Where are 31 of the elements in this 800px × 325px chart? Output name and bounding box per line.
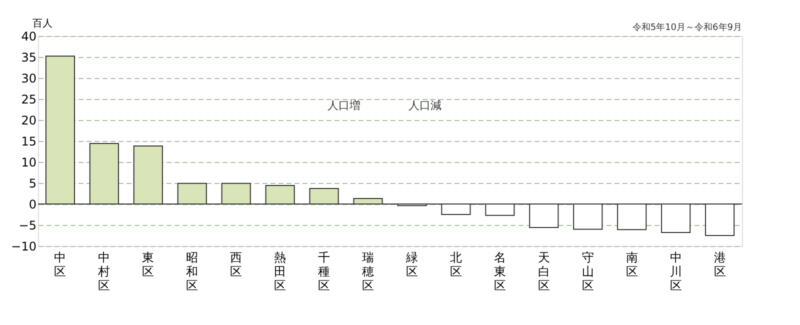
y-tick-label: 5 (28, 176, 36, 190)
x-tick-label: 昭和区 (186, 250, 198, 292)
annotation: 人口減 (408, 99, 442, 112)
x-tick-label: 東区 (142, 250, 154, 278)
y-tick-label: −5 (18, 218, 36, 232)
y-tick-label: 40 (21, 30, 36, 44)
x-tick-label: 緑区 (404, 250, 418, 278)
y-tick-label: 25 (21, 92, 36, 106)
x-tick-label: 名東区 (494, 250, 506, 292)
y-tick-label: 0 (28, 198, 36, 212)
x-tick-label: 瑞穂区 (362, 250, 374, 292)
annotation: 人口増 (328, 99, 360, 112)
y-tick-label: 10 (21, 156, 36, 170)
y-tick-label: 30 (21, 72, 36, 86)
y-axis-title: 百人 (32, 18, 52, 30)
x-tick-label: 守山区 (582, 250, 594, 292)
x-tick-label: 中村区 (97, 250, 110, 292)
x-tick-label: 天白区 (538, 250, 550, 292)
chart-subtitle: 令和5年10月～令和6年9月 (632, 22, 742, 33)
y-tick-label: 20 (21, 114, 36, 128)
y-tick-label: −10 (11, 240, 36, 254)
y-tick-label: 35 (21, 50, 36, 64)
x-tick-label: 西区 (230, 250, 242, 278)
x-tick-label: 中区 (54, 250, 66, 278)
x-tick-label: 中川区 (670, 250, 682, 292)
x-tick-label: 千種区 (318, 250, 330, 292)
x-tick-label: 南区 (626, 250, 638, 278)
x-tick-label: 熱田区 (274, 250, 286, 292)
x-tick-label: 北区 (450, 250, 462, 278)
y-tick-label: 15 (21, 134, 36, 148)
x-tick-label: 港区 (714, 250, 726, 278)
